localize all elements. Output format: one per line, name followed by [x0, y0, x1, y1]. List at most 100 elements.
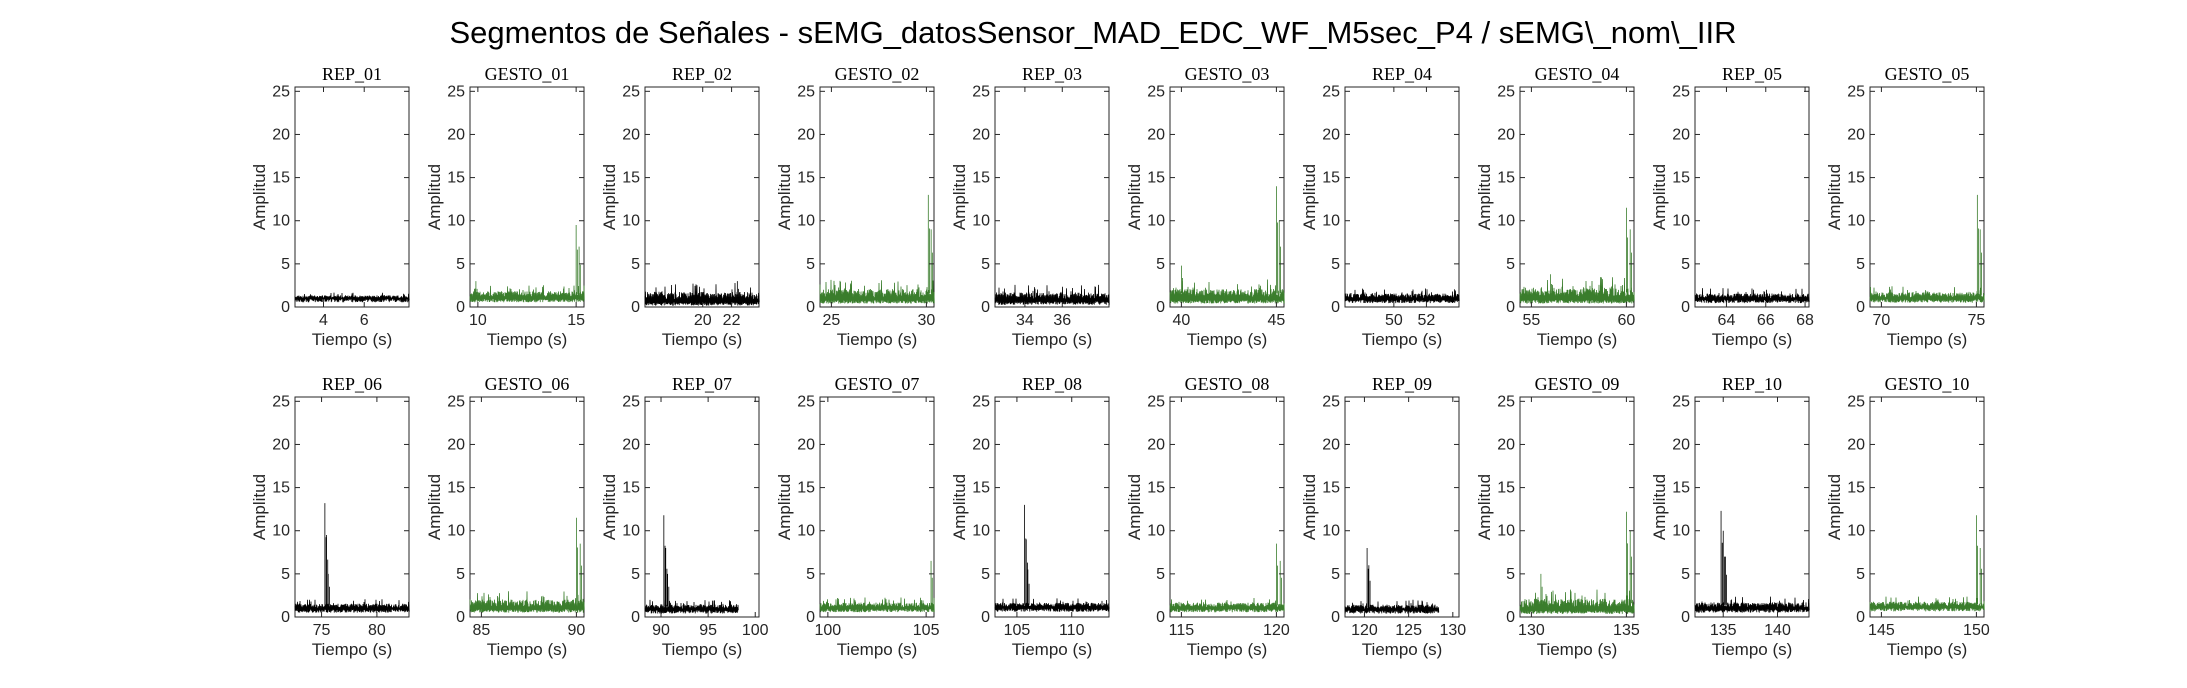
subplot-title: REP_08	[1022, 374, 1082, 394]
x-tick-label: 140	[1764, 622, 1791, 639]
y-axis-label: Amplitud	[775, 164, 794, 230]
x-axis-label: Tiempo (s)	[487, 330, 568, 349]
y-tick-label: 25	[622, 83, 640, 100]
plot-area	[1169, 86, 1285, 308]
signal-trace-gesto	[469, 517, 585, 613]
signal-trace-rep	[644, 515, 739, 614]
x-axis-label: Tiempo (s)	[1537, 330, 1618, 349]
x-tick-label: 55	[1523, 312, 1541, 329]
y-tick-label: 0	[1856, 609, 1865, 626]
y-tick-label: 0	[1681, 299, 1690, 316]
x-tick-label: 52	[1418, 312, 1436, 329]
y-tick-label: 15	[797, 170, 815, 187]
y-tick-label: 0	[1156, 299, 1165, 316]
y-tick-label: 25	[272, 83, 290, 100]
y-tick-label: 20	[1147, 126, 1165, 143]
x-tick-label: 40	[1173, 312, 1191, 329]
y-axis-label: Amplitud	[250, 164, 269, 230]
y-tick-label: 5	[806, 566, 815, 583]
x-tick-label: 105	[913, 622, 940, 639]
y-tick-label: 15	[622, 170, 640, 187]
y-tick-label: 0	[981, 609, 990, 626]
subplot-title: GESTO_05	[1885, 64, 1970, 84]
y-tick-label: 5	[456, 256, 465, 273]
x-tick-label: 30	[918, 312, 936, 329]
x-axis-label: Tiempo (s)	[662, 330, 743, 349]
y-tick-label: 25	[1672, 83, 1690, 100]
y-tick-label: 5	[981, 256, 990, 273]
x-axis-label: Tiempo (s)	[1012, 330, 1093, 349]
signal-trace-gesto	[1869, 194, 1985, 303]
x-tick-label: 105	[1004, 622, 1031, 639]
y-tick-label: 10	[1672, 213, 1690, 230]
plot-area	[644, 86, 760, 308]
x-axis-label: Tiempo (s)	[1887, 330, 1968, 349]
signal-trace-gesto	[469, 225, 585, 303]
y-tick-label: 5	[1331, 566, 1340, 583]
y-tick-label: 15	[272, 170, 290, 187]
y-tick-label: 15	[1497, 480, 1515, 497]
y-tick-label: 25	[972, 83, 990, 100]
y-tick-label: 20	[272, 436, 290, 453]
y-tick-label: 20	[1322, 436, 1340, 453]
signal-trace-rep	[1694, 510, 1810, 613]
x-tick-label: 10	[469, 312, 487, 329]
y-tick-label: 15	[1847, 480, 1865, 497]
subplot-title: GESTO_10	[1885, 374, 1970, 394]
x-tick-label: 90	[568, 622, 586, 639]
y-tick-label: 5	[981, 566, 990, 583]
y-tick-label: 0	[456, 299, 465, 316]
x-axis-label: Tiempo (s)	[1362, 640, 1443, 659]
x-axis-label: Tiempo (s)	[487, 640, 568, 659]
x-axis-label: Tiempo (s)	[1537, 640, 1618, 659]
y-tick-label: 25	[1322, 393, 1340, 410]
y-tick-label: 5	[631, 566, 640, 583]
y-axis-label: Amplitud	[1650, 474, 1669, 540]
y-tick-label: 25	[1147, 83, 1165, 100]
x-tick-label: 70	[1873, 312, 1891, 329]
x-tick-label: 66	[1757, 312, 1775, 329]
y-axis-label: Amplitud	[425, 164, 444, 230]
signal-trace-rep	[1694, 288, 1810, 304]
subplot-title: GESTO_01	[485, 64, 570, 84]
x-tick-label: 15	[567, 312, 585, 329]
y-tick-label: 20	[1497, 436, 1515, 453]
y-tick-label: 20	[1672, 126, 1690, 143]
y-tick-label: 0	[631, 609, 640, 626]
signal-trace-rep	[294, 292, 410, 303]
y-tick-label: 15	[1322, 480, 1340, 497]
y-tick-label: 15	[972, 170, 990, 187]
x-axis-label: Tiempo (s)	[312, 640, 393, 659]
y-tick-label: 10	[622, 523, 640, 540]
x-axis-label: Tiempo (s)	[1712, 640, 1793, 659]
signal-trace-gesto	[819, 194, 935, 304]
y-axis-label: Amplitud	[1125, 164, 1144, 230]
plot-area	[1694, 86, 1810, 308]
y-tick-label: 25	[622, 393, 640, 410]
y-tick-label: 20	[1147, 436, 1165, 453]
plot-area	[294, 86, 410, 308]
y-tick-label: 20	[622, 436, 640, 453]
y-tick-label: 10	[1147, 213, 1165, 230]
y-tick-label: 10	[1322, 523, 1340, 540]
y-tick-label: 20	[1672, 436, 1690, 453]
signal-trace-rep	[294, 503, 410, 613]
y-tick-label: 15	[447, 480, 465, 497]
y-tick-label: 0	[1156, 609, 1165, 626]
y-tick-label: 25	[447, 393, 465, 410]
plot-area	[1344, 86, 1460, 308]
y-tick-label: 15	[797, 480, 815, 497]
y-tick-label: 10	[1672, 523, 1690, 540]
x-axis-label: Tiempo (s)	[1887, 640, 1968, 659]
signal-trace-gesto	[819, 560, 935, 613]
y-axis-label: Amplitud	[950, 164, 969, 230]
figure-title: Segmentos de Señales - sEMG_datosSensor_…	[449, 15, 1736, 50]
y-tick-label: 0	[1506, 609, 1515, 626]
y-tick-label: 5	[1156, 256, 1165, 273]
y-tick-label: 25	[797, 393, 815, 410]
